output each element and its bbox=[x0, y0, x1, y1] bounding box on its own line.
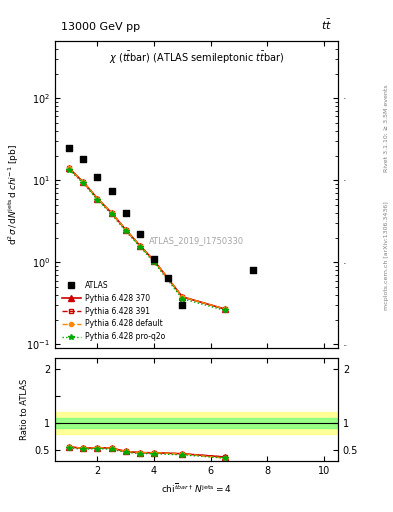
Y-axis label: Ratio to ATLAS: Ratio to ATLAS bbox=[20, 379, 29, 440]
Bar bbox=[55, 412, 338, 434]
Pythia 6.428 pro-q2o bbox=[152, 259, 156, 265]
Pythia 6.428 370 bbox=[67, 165, 72, 172]
Text: 13000 GeV pp: 13000 GeV pp bbox=[61, 22, 140, 32]
Bar bbox=[55, 418, 338, 429]
ATLAS bbox=[151, 255, 157, 263]
ATLAS bbox=[80, 155, 86, 163]
ATLAS bbox=[66, 143, 72, 152]
Pythia 6.428 pro-q2o bbox=[81, 180, 86, 186]
Pythia 6.428 391 bbox=[81, 179, 86, 185]
Pythia 6.428 default bbox=[123, 227, 128, 233]
Pythia 6.428 default bbox=[67, 165, 72, 172]
Pythia 6.428 370 bbox=[123, 227, 128, 233]
Pythia 6.428 default bbox=[81, 179, 86, 185]
Line: Pythia 6.428 391: Pythia 6.428 391 bbox=[67, 166, 227, 311]
Pythia 6.428 370 bbox=[109, 210, 114, 216]
Pythia 6.428 370 bbox=[138, 243, 142, 249]
ATLAS bbox=[137, 230, 143, 239]
Pythia 6.428 391 bbox=[95, 196, 100, 202]
Pythia 6.428 default bbox=[152, 258, 156, 264]
Legend: ATLAS, Pythia 6.428 370, Pythia 6.428 391, Pythia 6.428 default, Pythia 6.428 pr: ATLAS, Pythia 6.428 370, Pythia 6.428 39… bbox=[59, 278, 168, 345]
Pythia 6.428 pro-q2o bbox=[123, 228, 128, 234]
Text: $\chi$ ($t\bar{t}$bar) (ATLAS semileptonic $t\bar{t}$bar): $\chi$ ($t\bar{t}$bar) (ATLAS semilepton… bbox=[108, 50, 285, 66]
Pythia 6.428 391 bbox=[138, 243, 142, 249]
Pythia 6.428 default bbox=[109, 210, 114, 216]
ATLAS bbox=[108, 186, 115, 195]
Pythia 6.428 default bbox=[222, 306, 227, 312]
Pythia 6.428 370 bbox=[81, 179, 86, 185]
Pythia 6.428 391 bbox=[180, 294, 185, 300]
Line: Pythia 6.428 pro-q2o: Pythia 6.428 pro-q2o bbox=[66, 167, 228, 313]
Pythia 6.428 pro-q2o bbox=[180, 296, 185, 302]
Pythia 6.428 391 bbox=[152, 258, 156, 264]
Text: ATLAS_2019_I1750330: ATLAS_2019_I1750330 bbox=[149, 236, 244, 245]
Pythia 6.428 391 bbox=[222, 306, 227, 312]
Pythia 6.428 391 bbox=[67, 165, 72, 172]
Pythia 6.428 pro-q2o bbox=[109, 211, 114, 218]
Pythia 6.428 391 bbox=[109, 210, 114, 216]
ATLAS bbox=[165, 273, 171, 282]
Text: mcplots.cern.ch [arXiv:1306.3436]: mcplots.cern.ch [arXiv:1306.3436] bbox=[384, 202, 389, 310]
Pythia 6.428 pro-q2o bbox=[95, 197, 100, 203]
Pythia 6.428 370 bbox=[180, 294, 185, 300]
ATLAS bbox=[179, 301, 185, 309]
Text: $t\bar{t}$: $t\bar{t}$ bbox=[321, 17, 332, 32]
Text: Rivet 3.1.10; ≥ 3.5M events: Rivet 3.1.10; ≥ 3.5M events bbox=[384, 84, 389, 172]
Pythia 6.428 default bbox=[95, 196, 100, 202]
Y-axis label: $\mathrm{d}^2\sigma\,/\,\mathrm{d}N^{\mathrm{jets}}\,\mathrm{d}\,chi^{-1}$ [pb]: $\mathrm{d}^2\sigma\,/\,\mathrm{d}N^{\ma… bbox=[6, 144, 21, 245]
Pythia 6.428 pro-q2o bbox=[138, 244, 142, 250]
Line: Pythia 6.428 370: Pythia 6.428 370 bbox=[66, 165, 228, 312]
X-axis label: $\mathrm{chi}^{\overline{t}bar\dagger}\,N^{\mathrm{jets}} = 4$: $\mathrm{chi}^{\overline{t}bar\dagger}\,… bbox=[161, 481, 232, 495]
ATLAS bbox=[94, 173, 101, 181]
Pythia 6.428 370 bbox=[95, 196, 100, 202]
Pythia 6.428 pro-q2o bbox=[67, 166, 72, 173]
Line: Pythia 6.428 default: Pythia 6.428 default bbox=[67, 166, 227, 311]
Pythia 6.428 pro-q2o bbox=[222, 307, 227, 313]
ATLAS bbox=[250, 266, 256, 274]
Pythia 6.428 370 bbox=[222, 306, 227, 312]
ATLAS bbox=[123, 209, 129, 217]
Pythia 6.428 default bbox=[180, 294, 185, 300]
Pythia 6.428 391 bbox=[123, 227, 128, 233]
Pythia 6.428 370 bbox=[152, 258, 156, 264]
Pythia 6.428 default bbox=[138, 243, 142, 249]
